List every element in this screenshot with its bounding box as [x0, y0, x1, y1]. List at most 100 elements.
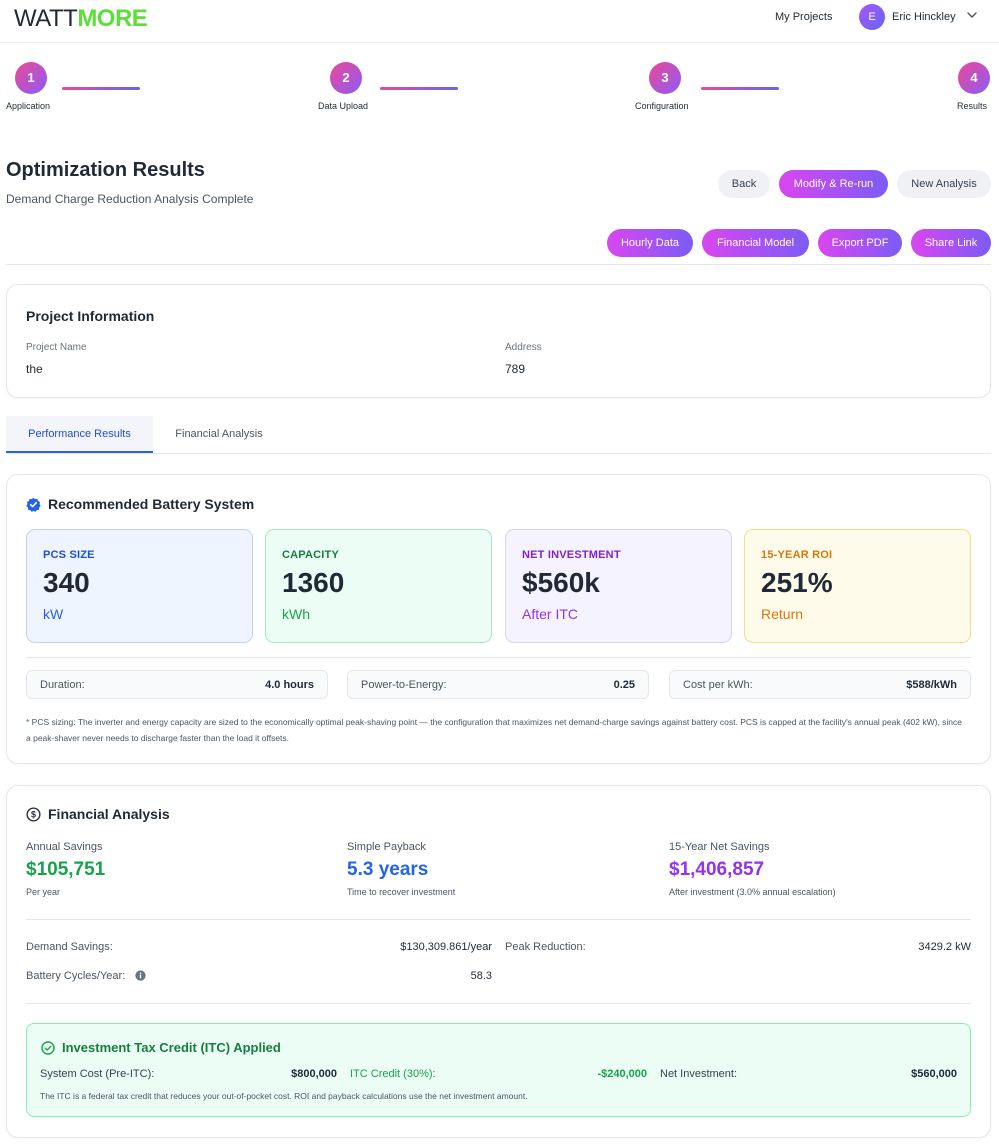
chevron-down-icon[interactable]	[966, 9, 978, 21]
check-circle-icon	[41, 1041, 55, 1055]
net-investment-unit: After ITC	[522, 606, 579, 622]
net-investment-value-itc: $560,000	[911, 1068, 957, 1080]
itc-applied-box: Investment Tax Credit (ITC) Applied Syst…	[26, 1023, 971, 1117]
export-pdf-button[interactable]: Export PDF	[818, 229, 902, 257]
demand-savings-value: $130,309.861/year	[400, 941, 492, 953]
recommended-battery-title: Recommended Battery System	[48, 496, 255, 512]
pcs-size-metric: PCS SIZE 340 kW	[26, 529, 253, 643]
power-to-energy-value: 0.25	[613, 679, 635, 691]
pcs-size-label: PCS SIZE	[43, 549, 95, 561]
financial-analysis-title: Financial Analysis	[48, 806, 170, 822]
financial-divider-1	[26, 919, 971, 920]
itc-credit-label: ITC Credit (30%):	[350, 1068, 436, 1080]
page-title: Optimization Results	[6, 159, 205, 181]
hourly-data-button[interactable]: Hourly Data	[607, 229, 693, 257]
step-4-circle[interactable]: 4	[958, 62, 990, 94]
tabs-underline	[6, 453, 991, 454]
address-label: Address	[505, 342, 542, 353]
peak-reduction-value: 3429.2 kW	[918, 941, 971, 953]
net-investment-label-itc: Net Investment:	[660, 1068, 738, 1080]
dollar-circle-icon: $	[26, 807, 41, 822]
capacity-metric: CAPACITY 1360 kWh	[265, 529, 492, 643]
step-2-circle[interactable]: 2	[330, 62, 362, 94]
duration-pill: Duration: 4.0 hours	[26, 670, 328, 699]
project-name-label: Project Name	[26, 342, 87, 353]
wattmore-logo[interactable]: WATTMORE	[14, 5, 148, 33]
step-3-label: Configuration	[635, 101, 689, 111]
duration-value: 4.0 hours	[265, 679, 314, 691]
net-investment-value: $560k	[522, 567, 600, 598]
tab-performance-results[interactable]: Performance Results	[6, 416, 153, 453]
cost-per-kwh-value: $588/kWh	[906, 679, 957, 691]
system-cost-value: $800,000	[291, 1068, 337, 1080]
my-projects-link[interactable]: My Projects	[775, 11, 833, 23]
logo-text-watt: WATT	[14, 5, 78, 32]
power-to-energy-label: Power-to-Energy:	[361, 679, 447, 691]
simple-payback-label: Simple Payback	[347, 841, 426, 853]
user-avatar[interactable]: E	[859, 4, 885, 30]
battery-cycles-label: Battery Cycles/Year:	[26, 970, 126, 982]
step-connector-2	[380, 87, 458, 90]
simple-payback-value: 5.3 years	[347, 859, 429, 880]
roi-metric: 15-YEAR ROI 251% Return	[744, 529, 971, 643]
net-investment-metric: NET INVESTMENT $560k After ITC	[505, 529, 732, 643]
cost-per-kwh-pill: Cost per kWh: $588/kWh	[669, 670, 971, 699]
verified-check-icon	[26, 497, 41, 512]
project-information-title: Project Information	[26, 308, 155, 324]
net-savings-sub: After investment (3.0% annual escalation…	[669, 887, 836, 897]
user-name[interactable]: Eric Hinckley	[892, 11, 956, 23]
svg-text:$: $	[31, 810, 36, 820]
duration-label: Duration:	[40, 679, 85, 691]
cost-per-kwh-label: Cost per kWh:	[683, 679, 753, 691]
step-1-label: Application	[6, 101, 51, 111]
roi-label: 15-YEAR ROI	[761, 549, 833, 561]
pcs-sizing-note: * PCS sizing: The inverter and energy ca…	[26, 714, 966, 746]
back-button[interactable]: Back	[718, 170, 770, 198]
annual-savings-sub: Per year	[26, 887, 61, 897]
page-subtitle: Demand Charge Reduction Analysis Complet…	[6, 192, 254, 206]
address-value: 789	[505, 362, 526, 376]
simple-payback-sub: Time to recover investment	[347, 887, 456, 897]
net-savings-value: $1,406,857	[669, 859, 765, 880]
financial-divider-2	[26, 1003, 971, 1004]
step-connector-1	[62, 87, 140, 90]
battery-cycles-value: 58.3	[470, 970, 492, 982]
power-to-energy-pill: Power-to-Energy: 0.25	[347, 670, 649, 699]
pcs-size-value: 340	[43, 567, 90, 598]
step-connector-3	[701, 87, 779, 90]
top-navigation-bar: WATTMORE My Projects E Eric Hinckley	[0, 0, 999, 43]
info-icon[interactable]	[135, 970, 146, 981]
annual-savings-value: $105,751	[26, 859, 106, 880]
header-divider	[6, 264, 991, 265]
itc-title: Investment Tax Credit (ITC) Applied	[62, 1040, 281, 1055]
modify-rerun-button[interactable]: Modify & Re-run	[779, 170, 888, 198]
itc-note: The ITC is a federal tax credit that red…	[40, 1091, 528, 1101]
step-3-circle[interactable]: 3	[649, 62, 681, 94]
project-name-value: the	[26, 362, 43, 376]
logo-text-more: MORE	[77, 5, 148, 32]
capacity-value: 1360	[282, 567, 345, 598]
project-information-card: Project Information Project Name the Add…	[6, 284, 991, 398]
pcs-size-unit: kW	[43, 606, 64, 622]
financial-model-button[interactable]: Financial Model	[702, 229, 809, 257]
pcs-sizing-note-text: PCS sizing: The inverter and energy capa…	[26, 717, 963, 743]
roi-value: 251%	[761, 567, 833, 598]
demand-savings-label: Demand Savings:	[26, 941, 113, 953]
step-1-circle[interactable]: 1	[15, 62, 47, 94]
net-savings-label: 15-Year Net Savings	[669, 841, 770, 853]
itc-credit-value: -$240,000	[597, 1068, 647, 1080]
annual-savings-label: Annual Savings	[26, 841, 103, 853]
system-cost-label: System Cost (Pre-ITC):	[40, 1068, 155, 1080]
new-analysis-button[interactable]: New Analysis	[897, 170, 991, 198]
step-2-label: Data Upload	[318, 101, 369, 111]
note-asterisk: *	[26, 717, 30, 727]
peak-reduction-label: Peak Reduction:	[505, 941, 586, 953]
roi-unit: Return	[761, 606, 804, 622]
step-4-label: Results	[957, 101, 988, 111]
capacity-label: CAPACITY	[282, 549, 340, 561]
capacity-unit: kWh	[282, 606, 310, 622]
battery-divider	[26, 657, 971, 658]
tab-financial-analysis[interactable]: Financial Analysis	[175, 428, 263, 440]
share-link-button[interactable]: Share Link	[911, 229, 991, 257]
net-investment-label: NET INVESTMENT	[522, 549, 621, 561]
